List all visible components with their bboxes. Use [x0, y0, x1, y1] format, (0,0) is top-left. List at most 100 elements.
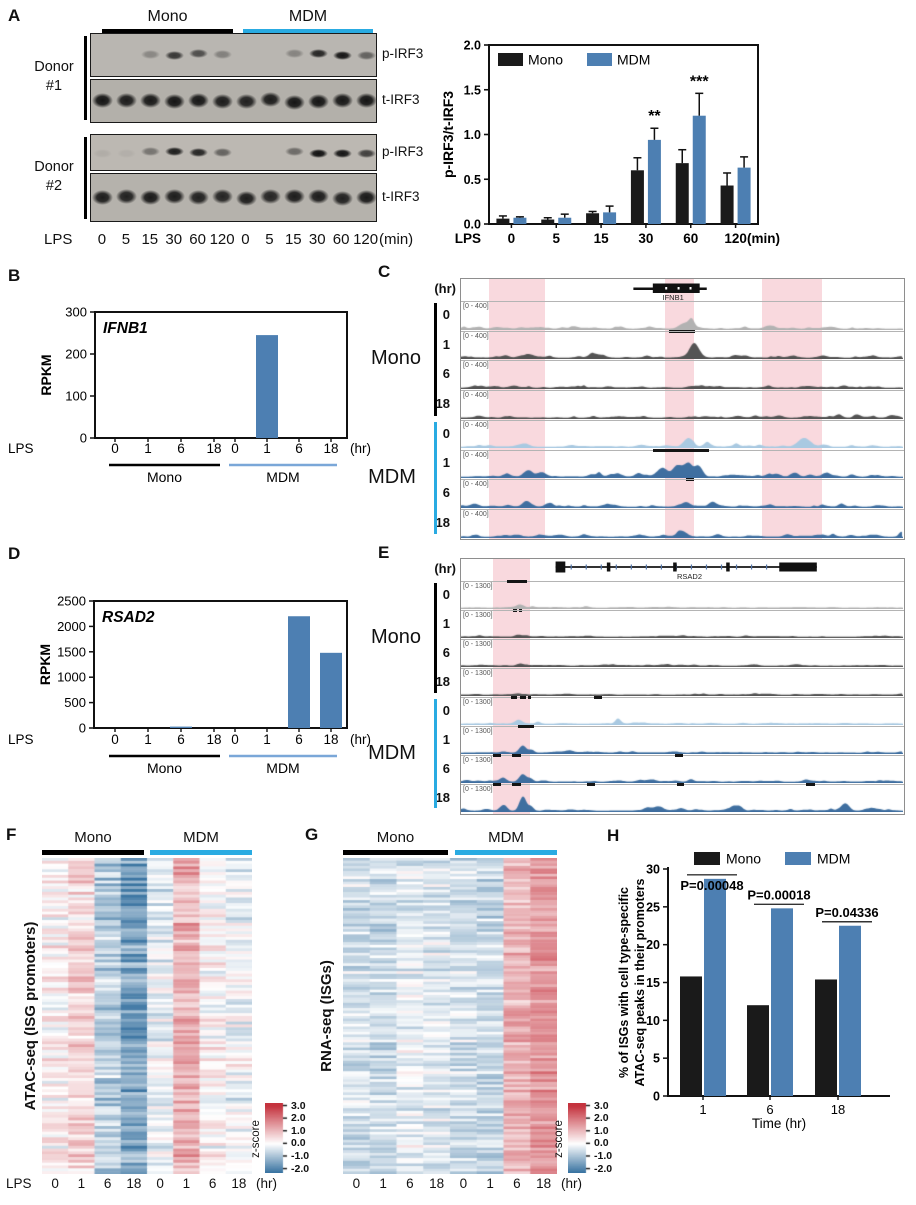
track-signal-canvas [461, 707, 903, 726]
blot-band [356, 50, 376, 60]
blot-band [212, 94, 234, 110]
panel-b-label: B [8, 266, 21, 285]
blot-band [117, 149, 137, 159]
rnaseq-heatmap-canvas [343, 858, 557, 1174]
blot-timepoint: 15 [141, 231, 159, 248]
track-time-label: 1 [442, 455, 450, 471]
intron-tick [750, 564, 753, 570]
blot-timepoint: 15 [284, 231, 302, 248]
x-tick-label: 30 [638, 231, 653, 246]
coverage-track-mono-6: [0 - 400] [461, 360, 904, 390]
blot-band [259, 188, 281, 204]
intron-tick [705, 564, 708, 570]
rpkm-bar [170, 726, 192, 728]
donor-2-label: Donor #2 [28, 158, 80, 196]
gene-name-text: IFNB1 [663, 293, 684, 302]
y-tick-label: 0.0 [464, 218, 481, 232]
y-tick-label: 2500 [57, 594, 86, 609]
track-time-label: 6 [442, 644, 450, 660]
y-tick-label: 5 [653, 1052, 660, 1066]
blot-band [164, 188, 186, 204]
blot-mdm-header: MDM [288, 8, 328, 25]
blot-band [189, 49, 209, 59]
chart-a-ylabel: p-IRF3/t-IRF3 [440, 91, 456, 178]
coverage-track-mono-1: [0 - 1300] [461, 610, 904, 639]
lps-axis-label: LPS [455, 231, 481, 246]
gene-mid-exon [673, 562, 677, 572]
x-tick-label: 60 [683, 231, 698, 246]
x-tick-label: 0 [111, 732, 119, 747]
y-tick-label: 0 [653, 1090, 660, 1104]
peak-call-bar [507, 580, 528, 583]
chart-h-ylabel-line1: % of ISGs with cell type-specific [617, 887, 631, 1078]
coverage-track-mono-1: [0 - 400] [461, 330, 904, 361]
blot-mono-header-bar [102, 29, 233, 34]
intron-tick [600, 564, 602, 570]
mono-bar [815, 979, 837, 1096]
peak-call-bar [527, 696, 531, 700]
rpkm-bar [288, 616, 310, 728]
x-tick-label: 0 [231, 732, 239, 747]
track-signal-canvas [461, 678, 903, 697]
colorbar-tick-label: 0.0 [594, 1137, 609, 1150]
blot-band [308, 49, 328, 59]
blot-time-unit: (min) [379, 231, 414, 248]
gene-model: RSAD2 [555, 561, 817, 581]
blot-band [140, 93, 162, 109]
track-signal-canvas [461, 519, 903, 538]
coverage-track-mono-0: [0 - 400] [461, 301, 904, 333]
blot-target-2: t-IRF3 [382, 92, 420, 107]
heatmap-f-mdm-header: MDM [183, 829, 219, 846]
track-signal-canvas [461, 400, 903, 419]
heatmap-g-col-label: 1 [486, 1176, 494, 1191]
blot-band [307, 188, 329, 204]
intron-tick [585, 564, 587, 570]
donor-1-bracket [84, 36, 87, 120]
x-tick-label: 1 [144, 441, 152, 456]
x-tick-label: 6 [177, 732, 185, 747]
browser-mdm-label: MDM [368, 466, 416, 489]
blot-band [355, 92, 376, 108]
track-signal-canvas [461, 620, 903, 639]
coverage-track-mdm-0: [0 - 1300] [461, 696, 904, 726]
track-signal-canvas [461, 371, 903, 390]
gene-name-label: RSAD2 [102, 609, 155, 626]
x-tick-label: 18 [323, 732, 338, 747]
blot-band [188, 93, 210, 109]
intron-tick [690, 564, 693, 570]
blot-band [116, 189, 138, 205]
heatmap-f-col-label: 1 [77, 1176, 86, 1191]
mdm-bracket [434, 421, 437, 534]
mono-bar [747, 1005, 769, 1096]
ifnb1-genome-browser: IFNB1 [0 - 400] [0 - 400] [0 - 400] [0 - 400… [460, 278, 905, 540]
mono-bracket [434, 303, 437, 416]
heatmap-f-hr-unit: (hr) [256, 1176, 277, 1191]
track-scale-label: [0 - 400] [463, 392, 489, 400]
coverage-track-mono-18: [0 - 1300] [461, 668, 904, 697]
blot-target-4: t-IRF3 [382, 189, 420, 204]
donor-2-line2: #2 [45, 178, 63, 194]
track-scale-label: [0 - 1300] [463, 641, 493, 649]
track-scale-label: [0 - 1300] [463, 670, 493, 678]
blot-band [284, 49, 304, 59]
track-signal-canvas [461, 341, 903, 360]
colorbar-tick-label: -2.0 [594, 1162, 613, 1175]
blot-mono-header: Mono [147, 8, 188, 25]
western-blot-panel [90, 30, 377, 225]
heatmap-g-mono-bar [343, 850, 448, 855]
y-tick-label: 500 [64, 695, 86, 710]
zscore-colorbar-f [265, 1103, 289, 1173]
browser-mdm-label: MDM [368, 742, 416, 765]
y-tick-label: 10 [646, 1014, 660, 1028]
lps-axis-label: LPS [8, 441, 34, 456]
atac-peak-percent-chart: 0 5 10 15 20 25 30 P=0.00048 P=0.00018 P=0.04336 1… [617, 851, 890, 1131]
track-scale-label: [0 - 400] [463, 332, 489, 340]
colorbar-tick-label: -2.0 [291, 1162, 310, 1175]
peak-call-bar [594, 696, 603, 700]
blot-timepoint: 30 [308, 231, 326, 248]
mono-group-label: Mono [147, 469, 182, 485]
mdm-bracket [434, 699, 437, 809]
coverage-track-mdm-6: [0 - 400] [461, 479, 904, 509]
blot-band [165, 51, 185, 61]
x-tick-label: 6 [766, 1102, 773, 1117]
